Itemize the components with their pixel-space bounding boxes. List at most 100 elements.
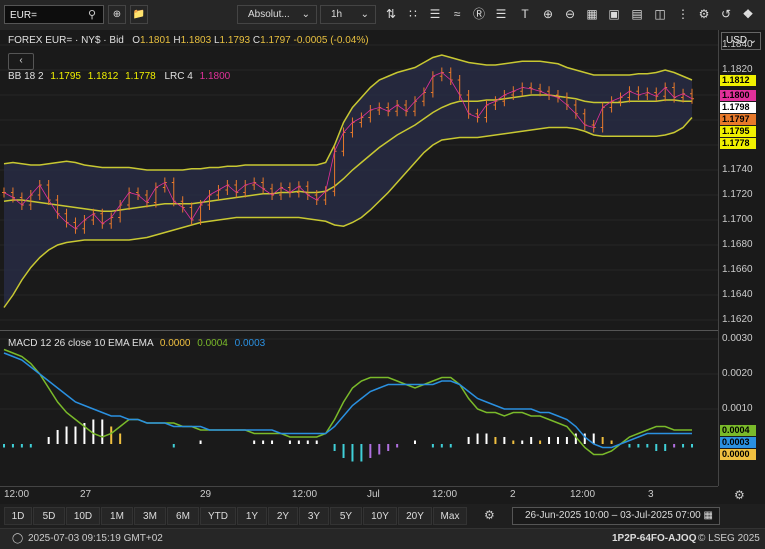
macd-tag: 0.0000 [720, 449, 756, 460]
price-tag: 1.1812 [720, 75, 756, 86]
bb-band-fill [4, 55, 692, 308]
date-range-label: 26-Jun-2025 10:00 – 03-Jul-2025 07:00 [525, 510, 701, 521]
range-button-1m[interactable]: 1M [101, 507, 133, 525]
bb-label: BB 18 2 [8, 71, 44, 82]
news-icon[interactable]: ▤ [631, 7, 643, 21]
open-label: O [132, 35, 140, 46]
date-range-picker[interactable]: 26-Jun-2025 10:00 – 03-Jul-2025 07:00 ▦ [512, 507, 720, 525]
legend-macd: MACD 12 26 close 10 EMA EMA 0.0000 0.000… [8, 338, 265, 349]
price-tag: 1.1798 [720, 102, 756, 113]
currency-icon[interactable]: Ⓡ [472, 7, 485, 21]
tradingview-logo-icon: ❖ [742, 7, 754, 21]
range-button-5y[interactable]: 5Y [330, 507, 362, 525]
change-value: -0.0005 (-0.04%) [293, 35, 369, 46]
add-symbol-button[interactable]: ⊕ [108, 5, 126, 24]
list-icon[interactable]: ☰ [495, 7, 507, 21]
price-tick-label: 1.1720 [722, 189, 753, 200]
macd-signal-line [3, 348, 692, 456]
low-value: 1.1793 [219, 35, 251, 46]
range-button-ytd[interactable]: YTD [200, 507, 236, 525]
interval-label: 1h [331, 9, 343, 20]
image-icon[interactable]: ▣ [608, 7, 620, 21]
layout-icon[interactable]: ◫ [654, 7, 666, 21]
macd-tag: 0.0003 [720, 437, 756, 448]
time-tick-label: 27 [80, 489, 92, 500]
close-value: 1.1797 [260, 35, 291, 46]
low-label: L [213, 35, 220, 46]
bb-upper-line [3, 54, 693, 171]
zoom-out-icon[interactable]: ⊖ [564, 7, 576, 21]
bb-lower-value: 1.1778 [125, 71, 156, 82]
price-tick-label: 1.1680 [722, 239, 753, 250]
search-icon[interactable]: ⚲ [88, 9, 97, 21]
range-button-2y[interactable]: 2Y [268, 507, 298, 525]
wave-icon[interactable]: ≈ [453, 7, 461, 21]
range-button-10d[interactable]: 10D [66, 507, 100, 525]
symbol-input[interactable]: EUR= [4, 5, 104, 24]
chevron-down-icon: ⌄ [360, 9, 369, 20]
macd-tick-label: 0.0010 [722, 403, 753, 414]
price-tick-label: 1.1620 [722, 314, 753, 325]
range-settings-icon[interactable]: ⚙ [484, 508, 495, 522]
high-label: H [173, 35, 181, 46]
collapse-legend-button[interactable]: ‹ [8, 53, 34, 70]
macd-tick-label: 0.0030 [722, 333, 753, 344]
copyright: © LSEG 2025 [698, 533, 760, 544]
bb-upper-value: 1.1812 [87, 71, 119, 82]
range-button-20y[interactable]: 20Y [398, 507, 432, 525]
chart-area[interactable] [0, 30, 718, 486]
interval-dropdown[interactable]: 1h ⌄ [320, 5, 376, 24]
price-tick-label: 1.1640 [722, 289, 753, 300]
lrc-label: LRC 4 [164, 71, 193, 82]
time-tick-label: 2 [510, 489, 516, 500]
range-button-10y[interactable]: 10Y [363, 507, 397, 525]
price-tag: 1.1795 [720, 126, 756, 137]
toolbar: EUR= ⚲ ⊕ 📁 Absolut... ⌄ 1h ⌄ ⇅ ∷ ☰ ≈ Ⓡ ☰… [0, 0, 765, 31]
range-button-3m[interactable]: 3M [134, 507, 166, 525]
open-value: 1.1801 [139, 35, 171, 46]
price-tag: 1.1797 [720, 114, 756, 125]
pane-separator[interactable] [0, 330, 765, 331]
folder-button[interactable]: 📁 [130, 5, 148, 24]
chevron-down-icon: ⌄ [301, 9, 310, 20]
macd-line-value: 0.0003 [234, 338, 266, 349]
range-button-1y[interactable]: 1Y [237, 507, 267, 525]
scatter-icon[interactable]: ∷ [409, 7, 417, 21]
legend-bb: BB 18 2 1.1795 1.1812 1.1778 LRC 4 1.180… [8, 71, 230, 82]
text-tool-icon[interactable]: T [521, 7, 529, 21]
currency-selector[interactable]: USD ⌄ [721, 32, 761, 50]
legend-instrument: FOREX EUR= · NY$ · Bid O1.1801 H1.1803 L… [8, 35, 369, 46]
time-axis[interactable] [0, 486, 718, 505]
bb-mid-value: 1.1795 [50, 71, 81, 82]
range-button-3y[interactable]: 3Y [299, 507, 329, 525]
reset-icon[interactable]: ↺ [720, 7, 732, 21]
range-button-1d[interactable]: 1D [4, 507, 32, 525]
lrc-line [3, 72, 693, 230]
price-tick-label: 1.1700 [722, 214, 753, 225]
status-bar: ◯ 2025-07-03 09:15:19 GMT+02 1P2P-64FO-A… [0, 528, 765, 549]
indicator-icon[interactable]: ⇅ [385, 7, 397, 21]
more-icon[interactable]: ⋮ [677, 7, 689, 21]
range-button-6m[interactable]: 6M [167, 507, 199, 525]
session-code: 1P2P-64FO-AJOQ [612, 533, 697, 544]
scale-mode-label: Absolut... [248, 9, 290, 20]
timestamp: 2025-07-03 09:15:19 GMT+02 [28, 533, 163, 544]
gear-icon[interactable]: ⚙ [698, 7, 710, 21]
macd-signal-value: 0.0004 [197, 338, 228, 349]
macd-label: MACD 12 26 close 10 EMA EMA [8, 338, 154, 349]
bb-middle-line [3, 94, 692, 212]
time-tick-label: 29 [200, 489, 212, 500]
zoom-in-icon[interactable]: ⊕ [542, 7, 554, 21]
instrument-name: FOREX EUR= · NY$ · Bid [8, 35, 124, 46]
price-tag: 1.1778 [720, 138, 756, 149]
range-button-max[interactable]: Max [433, 507, 467, 525]
bars-icon[interactable]: ☰ [429, 7, 441, 21]
chart-svg [0, 44, 718, 462]
price-tick-label: 1.1660 [722, 264, 753, 275]
scale-mode-dropdown[interactable]: Absolut... ⌄ [237, 5, 317, 24]
axis-settings-icon[interactable]: ⚙ [734, 488, 745, 502]
table-icon[interactable]: ▦ [586, 7, 598, 21]
range-button-5d[interactable]: 5D [33, 507, 65, 525]
close-label: C [252, 35, 261, 46]
price-tick-label: 1.1840 [722, 39, 753, 50]
